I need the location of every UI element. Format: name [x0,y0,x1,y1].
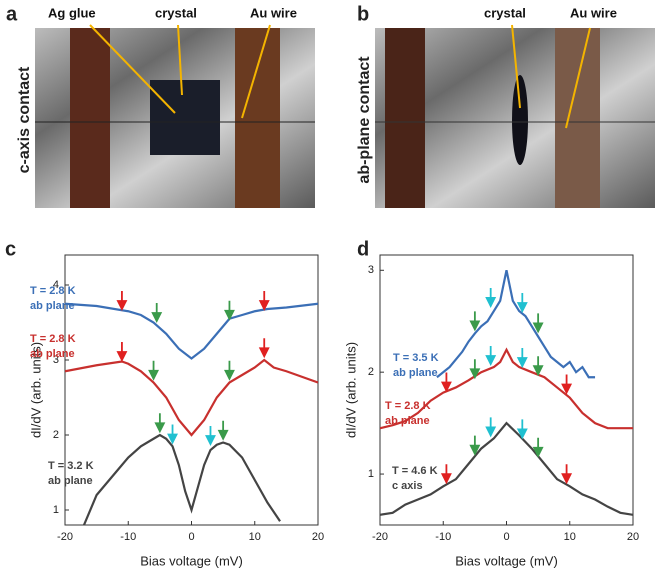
arrow [151,303,163,324]
arrow [469,359,481,380]
y-axis-label: dI/dV (arb. units) [343,342,358,438]
arrow [148,360,160,381]
arrow [223,360,235,381]
y-axis-label: dI/dV (arb. units) [28,342,43,438]
callout: crystal [155,5,197,20]
y-tick-label: 2 [368,366,374,378]
arrow [258,291,270,312]
x-axis-label: Bias voltage (mV) [140,553,243,568]
x-tick-label: 20 [627,531,639,543]
series-label: T = 4.6 K [392,465,438,477]
curve [65,302,318,360]
series-note: ab plane [30,300,75,312]
y-tick-label: 1 [368,468,374,480]
x-tick-label: 0 [503,531,509,543]
series-note: ab plane [385,415,430,427]
x-tick-label: 0 [188,531,194,543]
x-tick-label: 20 [312,531,324,543]
photo-b [375,24,655,208]
series-label: T = 2.8 K [30,333,76,345]
arrow [167,424,178,445]
x-tick-label: -10 [435,531,451,543]
x-tick-label: 10 [249,531,261,543]
arrow [516,348,528,369]
arrow [485,346,497,367]
side-label: ab-plane contact [356,56,373,184]
series-note: ab plane [48,475,93,487]
arrow [532,437,544,458]
callout: Au wire [250,5,297,20]
y-tick-label: 2 [53,429,59,441]
y-tick-label: 3 [53,354,59,366]
arrow [469,311,481,332]
x-tick-label: -20 [57,531,73,543]
photo-a [35,24,315,208]
panel-letter: d [357,238,369,260]
arrow [205,426,216,447]
series-label: T = 3.5 K [393,352,439,364]
arrow [258,338,270,359]
x-axis-label: Bias voltage (mV) [455,553,558,568]
arrow [116,291,128,312]
series-note: c axis [392,480,423,492]
curve [82,433,281,525]
arrow [440,464,452,485]
arrow [532,356,544,377]
arrow [440,372,452,393]
series-label: T = 2.8 K [385,400,431,412]
x-tick-label: -20 [372,531,388,543]
panel-letter: a [6,3,18,25]
x-tick-label: -10 [120,531,136,543]
series-label: T = 3.2 K [48,460,94,472]
side-label: c-axis contact [16,66,33,173]
arrow [469,435,481,456]
callout: Ag glue [48,5,96,20]
y-tick-label: 1 [53,504,59,516]
arrow [561,464,573,485]
arrow [217,420,229,441]
panel-letter: c [5,238,16,260]
arrow [516,419,528,440]
arrow [516,293,528,314]
curve [380,347,633,430]
arrow [485,417,497,438]
series-note: ab plane [393,367,438,379]
arrow [116,342,128,363]
arrow [223,300,235,321]
arrow [485,287,497,308]
curve [436,270,596,379]
panel-letter: b [357,3,369,25]
y-tick-label: 3 [368,264,374,276]
curve [380,421,633,516]
series-label: T = 2.8 K [30,285,76,297]
series-note: ab plane [30,348,75,360]
arrow [154,413,166,434]
arrow [561,374,573,395]
callout: Au wire [570,5,617,20]
arrow [532,313,544,334]
y-tick-label: 4 [53,279,59,291]
callout: crystal [484,5,526,20]
curve [65,358,318,437]
x-tick-label: 10 [564,531,576,543]
plot-frame [64,254,319,526]
